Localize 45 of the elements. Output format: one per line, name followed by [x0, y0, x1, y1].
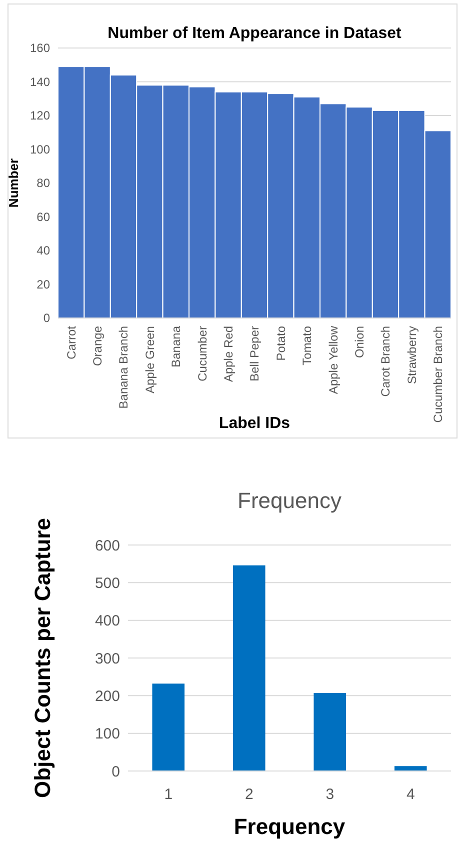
- y-axis-title: Object Counts per Capture: [30, 518, 55, 798]
- x-tick-label: Onion: [352, 326, 366, 358]
- y-tick-label: 140: [30, 74, 50, 89]
- y-tick-label: 0: [112, 763, 120, 780]
- y-tick-label: 80: [36, 176, 50, 190]
- x-tick-label: Banana: [169, 326, 184, 368]
- y-axis-title: Number: [6, 158, 21, 208]
- x-tick-label: Apple Green: [142, 326, 157, 394]
- x-axis-title: Label IDs: [218, 415, 290, 432]
- y-tick-label: 300: [94, 650, 120, 668]
- y-tick-label: 200: [94, 688, 120, 705]
- x-tick-label: Apple Yellow: [326, 326, 340, 394]
- x-tick-label: 1: [164, 786, 173, 803]
- y-tick-label: 20: [36, 277, 50, 292]
- x-tick-label: Strawberry: [404, 326, 419, 384]
- y-tick-label: 100: [30, 142, 50, 156]
- x-tick-label: Bell Peper: [248, 326, 262, 382]
- y-tick-label: 100: [94, 726, 120, 743]
- y-tick-label: 600: [94, 537, 120, 554]
- x-tick-label: 2: [244, 786, 254, 803]
- x-tick-label: Cucumber Branch: [431, 326, 446, 423]
- y-tick-label: 40: [36, 244, 50, 258]
- x-axis-title: Frequency: [234, 814, 346, 839]
- chart-title: Frequency: [238, 488, 342, 513]
- y-tick-label: 60: [36, 210, 50, 224]
- x-tick-label: Orange: [90, 326, 104, 366]
- x-tick-label: Banana Branch: [116, 326, 131, 409]
- x-tick-label: Potato: [274, 326, 288, 361]
- bar: [152, 684, 185, 771]
- y-tick-label: 120: [30, 108, 50, 123]
- x-tick-label: 4: [406, 786, 415, 803]
- bar: [232, 565, 266, 771]
- y-tick-label: 0: [43, 311, 50, 326]
- y-tick-label: 160: [30, 41, 50, 56]
- x-tick-label: Cucumber: [195, 326, 210, 382]
- bar: [314, 693, 346, 771]
- x-tick-label: Apple Red: [222, 326, 236, 382]
- x-tick-label: Carot Branch: [378, 326, 393, 397]
- chart-title: Number of Item Appearance in Dataset: [108, 25, 402, 42]
- y-tick-label: 400: [94, 612, 120, 630]
- y-tick-label: 500: [94, 574, 120, 592]
- x-tick-label: Tomato: [300, 326, 314, 366]
- bar: [394, 766, 427, 771]
- x-tick-label: 3: [326, 786, 334, 803]
- x-tick-label: Carrot: [64, 325, 78, 360]
